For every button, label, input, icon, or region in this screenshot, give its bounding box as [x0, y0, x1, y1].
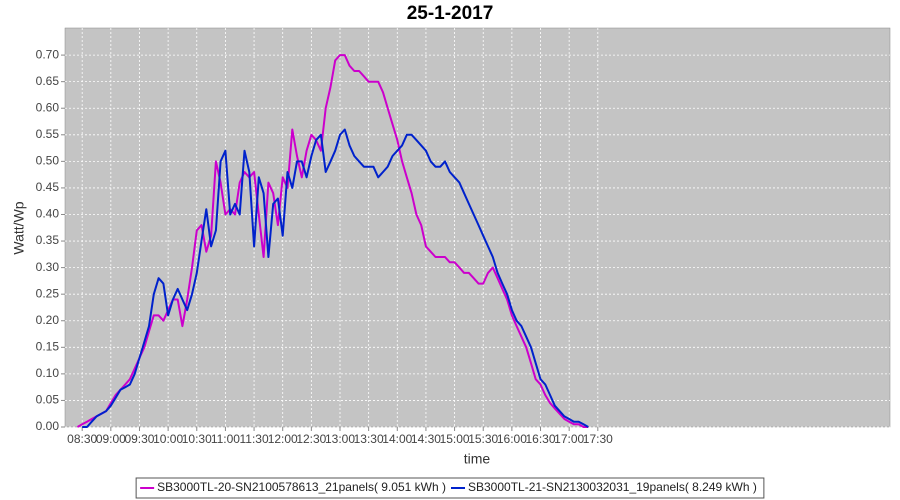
y-tick-label: 0.20 [36, 313, 60, 327]
y-tick-label: 0.15 [36, 339, 60, 353]
legend-label: SB3000TL-21-SN2130032031_19panels( 8.249… [468, 480, 757, 494]
y-tick-label: 0.65 [36, 74, 60, 88]
y-tick-label: 0.30 [36, 260, 60, 274]
x-tick-label: 09:30 [124, 432, 154, 446]
x-tick-label: 10:30 [182, 432, 212, 446]
x-tick-label: 13:00 [325, 432, 355, 446]
y-tick-label: 0.55 [36, 127, 60, 141]
x-tick-label: 14:00 [382, 432, 412, 446]
legend-label: SB3000TL-20-SN2100578613_21panels( 9.051… [157, 480, 446, 494]
x-tick-label: 15:30 [468, 432, 498, 446]
x-tick-label: 09:00 [96, 432, 126, 446]
x-tick-label: 16:30 [526, 432, 556, 446]
x-tick-label: 17:30 [583, 432, 613, 446]
x-tick-label: 10:00 [153, 432, 183, 446]
y-tick-label: 0.45 [36, 180, 60, 194]
x-tick-label: 08:30 [67, 432, 97, 446]
legend-box [135, 477, 765, 499]
y-tick-label: 0.40 [36, 207, 60, 221]
y-axis-label: Watt/Wp [11, 201, 27, 254]
y-tick-label: 0.10 [36, 366, 60, 380]
x-tick-label: 16:00 [497, 432, 527, 446]
y-tick-label: 0.60 [36, 100, 60, 114]
x-axis-label: time [464, 451, 491, 467]
x-tick-label: 13:30 [354, 432, 384, 446]
x-tick-label: 15:00 [440, 432, 470, 446]
x-tick-label: 12:00 [268, 432, 298, 446]
x-tick-label: 17:00 [554, 432, 584, 446]
legend: SB3000TL-20-SN2100578613_21panels( 9.051… [135, 477, 765, 499]
y-tick-label: 0.35 [36, 233, 60, 247]
y-tick-label: 0.25 [36, 286, 60, 300]
x-tick-label: 14:30 [411, 432, 441, 446]
series-line [76, 54, 589, 428]
x-tick-label: 11:00 [211, 432, 240, 446]
series-line [82, 128, 589, 428]
chart-title: 25-1-2017 [407, 3, 494, 24]
y-tick-label: 0.00 [36, 419, 60, 433]
y-tick-label: 0.50 [36, 154, 60, 168]
x-tick-label: 11:30 [239, 432, 268, 446]
x-tick-label: 12:30 [296, 432, 326, 446]
y-tick-label: 0.05 [36, 393, 60, 407]
plot-area [64, 27, 891, 428]
y-tick-label: 0.70 [36, 47, 60, 61]
